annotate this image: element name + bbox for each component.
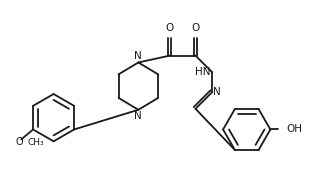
Text: HN: HN xyxy=(195,67,210,77)
Text: N: N xyxy=(213,87,221,97)
Text: OH: OH xyxy=(286,124,302,135)
Text: O: O xyxy=(191,23,200,33)
Text: N: N xyxy=(135,111,142,121)
Text: N: N xyxy=(135,51,142,62)
Text: O: O xyxy=(15,137,23,147)
Text: CH₃: CH₃ xyxy=(27,138,44,147)
Text: O: O xyxy=(166,23,174,33)
